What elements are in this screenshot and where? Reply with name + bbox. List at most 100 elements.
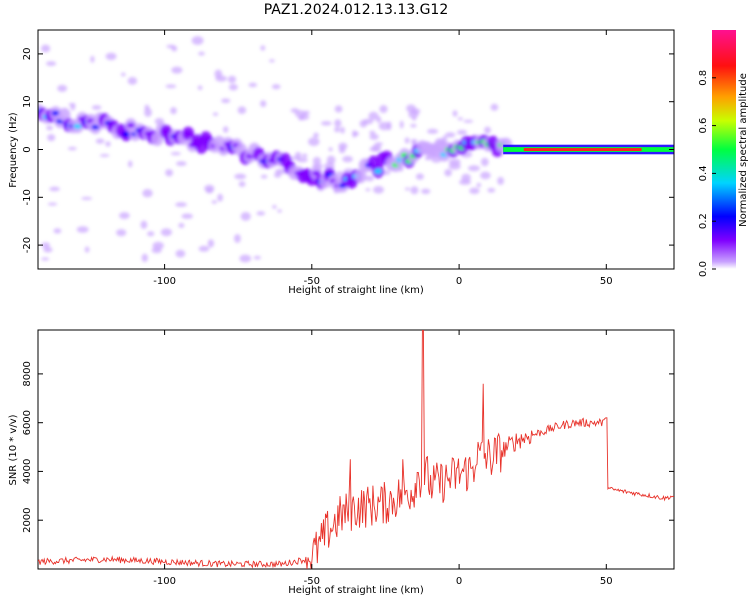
snr-yticks: 2000 4000 6000 8000	[22, 361, 674, 533]
spectral-noise-blob	[197, 85, 203, 91]
spectral-noise-blob	[362, 118, 374, 125]
spectral-noise-blob	[170, 152, 181, 156]
spectral-noise-blob	[238, 181, 246, 187]
spectral-noise-blob	[427, 128, 439, 134]
spectral-noise-blob	[399, 120, 404, 129]
spectrogram-xtick-label: 0	[456, 276, 462, 287]
spectral-noise-blob	[41, 257, 50, 261]
spectral-noise-blob	[313, 132, 319, 138]
spectral-noise-blob	[43, 246, 53, 253]
colorbar: 0.0 0.2 0.4 0.6 0.8 Normalized spectral ampl…	[698, 30, 749, 277]
spectral-noise-blob	[95, 138, 105, 144]
spectral-noise-blob	[326, 155, 336, 165]
colorbar-tick-label: 0.4	[698, 165, 709, 181]
spectrogram-ytick-label: 20	[22, 48, 33, 61]
spectral-noise-blob	[181, 213, 193, 219]
snr-xlabel: Height of straight line (km)	[288, 585, 424, 596]
snr-panel: -100 -50 0 50 2000 4000 6000 8000 Height of st…	[8, 329, 675, 596]
spectral-noise-blob	[70, 103, 76, 111]
spectral-noise-blob	[365, 175, 374, 182]
spectral-noise-blob	[67, 146, 77, 151]
spectral-noise-blob	[240, 212, 251, 221]
spectral-noise-blob	[47, 202, 58, 206]
spectral-noise-blob	[128, 160, 133, 168]
spectrogram-ridge-core	[503, 144, 674, 155]
spectrogram-xticks: -100 -50 0 50	[153, 30, 613, 287]
carrier-peak	[523, 148, 642, 151]
spectral-noise-blob	[340, 126, 345, 134]
spectral-noise-blob	[47, 134, 56, 142]
spectral-noise-blob	[119, 212, 130, 220]
figure-title: PAZ1.2024.012.13.13.G12	[264, 2, 449, 18]
spectral-noise-blob	[296, 157, 308, 163]
colorbar-tick-label: 0.8	[698, 70, 709, 86]
spectral-noise-blob	[165, 84, 177, 89]
spectral-noise-blob	[105, 141, 111, 147]
spectral-noise-blob	[365, 188, 371, 192]
spectral-noise-blob	[421, 188, 431, 194]
spectral-noise-blob	[57, 84, 68, 92]
spectral-noise-blob	[308, 137, 320, 146]
spectral-noise-blob	[469, 187, 480, 194]
colorbar-tick-label: 0.2	[698, 213, 709, 229]
spectral-noise-blob	[334, 127, 341, 133]
spectral-core-blob	[126, 122, 135, 128]
spectral-noise-blob	[457, 129, 467, 135]
spectral-noise-blob	[211, 200, 217, 204]
snr-frame	[37, 329, 675, 570]
spectral-noise-blob	[468, 165, 480, 172]
spectral-noise-blob	[368, 111, 379, 121]
spectral-noise-blob	[147, 231, 155, 237]
spectral-noise-blob	[41, 242, 50, 248]
spectral-noise-blob	[91, 105, 102, 110]
spectral-noise-blob	[121, 72, 126, 77]
spectral-noise-blob	[277, 209, 282, 213]
spectral-noise-blob	[260, 45, 266, 51]
spectral-noise-blob	[234, 234, 241, 243]
spectrogram-ytick-label: 10	[22, 95, 33, 108]
spectral-halo-blob	[354, 169, 367, 184]
spectral-noise-blob	[334, 119, 342, 128]
spectral-noise-blob	[373, 186, 384, 194]
spectral-noise-blob	[175, 249, 186, 258]
spectral-noise-blob	[410, 186, 419, 195]
spectral-noise-blob	[272, 205, 277, 209]
spectral-noise-blob	[237, 106, 247, 114]
spectral-noise-blob	[84, 246, 90, 253]
spectral-noise-blob	[176, 161, 187, 167]
spectral-noise-blob	[328, 147, 333, 152]
spectral-noise-blob	[166, 44, 176, 49]
spectral-noise-blob	[269, 59, 275, 63]
spectral-noise-blob	[227, 75, 237, 84]
spectral-noise-blob	[404, 187, 410, 191]
colorbar-label: Normalized spectral amplitude	[738, 73, 749, 227]
spectral-noise-blob	[369, 133, 379, 140]
spectral-noise-blob	[142, 189, 153, 198]
spectral-noise-blob	[178, 223, 185, 228]
spectral-noise-blob	[234, 173, 247, 180]
spectral-core-blob	[312, 170, 321, 176]
spectral-noise-blob	[76, 226, 89, 233]
spectral-noise-blob	[480, 157, 489, 167]
spectral-noise-blob	[141, 253, 148, 263]
spectrogram-yticks: -20 -10 0 10 20	[22, 48, 674, 253]
spectral-noise-blob	[408, 110, 419, 119]
spectral-noise-blob	[271, 84, 281, 90]
spectral-noise-blob	[46, 61, 57, 66]
spectral-noise-blob	[260, 174, 268, 179]
snr-ylabel: SNR (10 * v/v)	[8, 414, 19, 485]
spectral-noise-blob	[105, 52, 117, 61]
snr-xtick-label: -50	[304, 576, 320, 587]
spectral-noise-blob	[452, 110, 458, 117]
spectral-noise-blob	[81, 196, 93, 200]
snr-xtick-label: 50	[600, 576, 613, 587]
snr-ytick-label: 2000	[22, 507, 33, 532]
spectral-noise-blob	[312, 156, 321, 166]
spectral-noise-blob	[171, 66, 183, 74]
spectral-noise-blob	[484, 126, 491, 134]
spectral-noise-blob	[127, 77, 138, 85]
spectral-noise-blob	[175, 202, 188, 207]
spectral-noise-blob	[248, 82, 258, 88]
spectral-noise-blob	[352, 130, 357, 138]
